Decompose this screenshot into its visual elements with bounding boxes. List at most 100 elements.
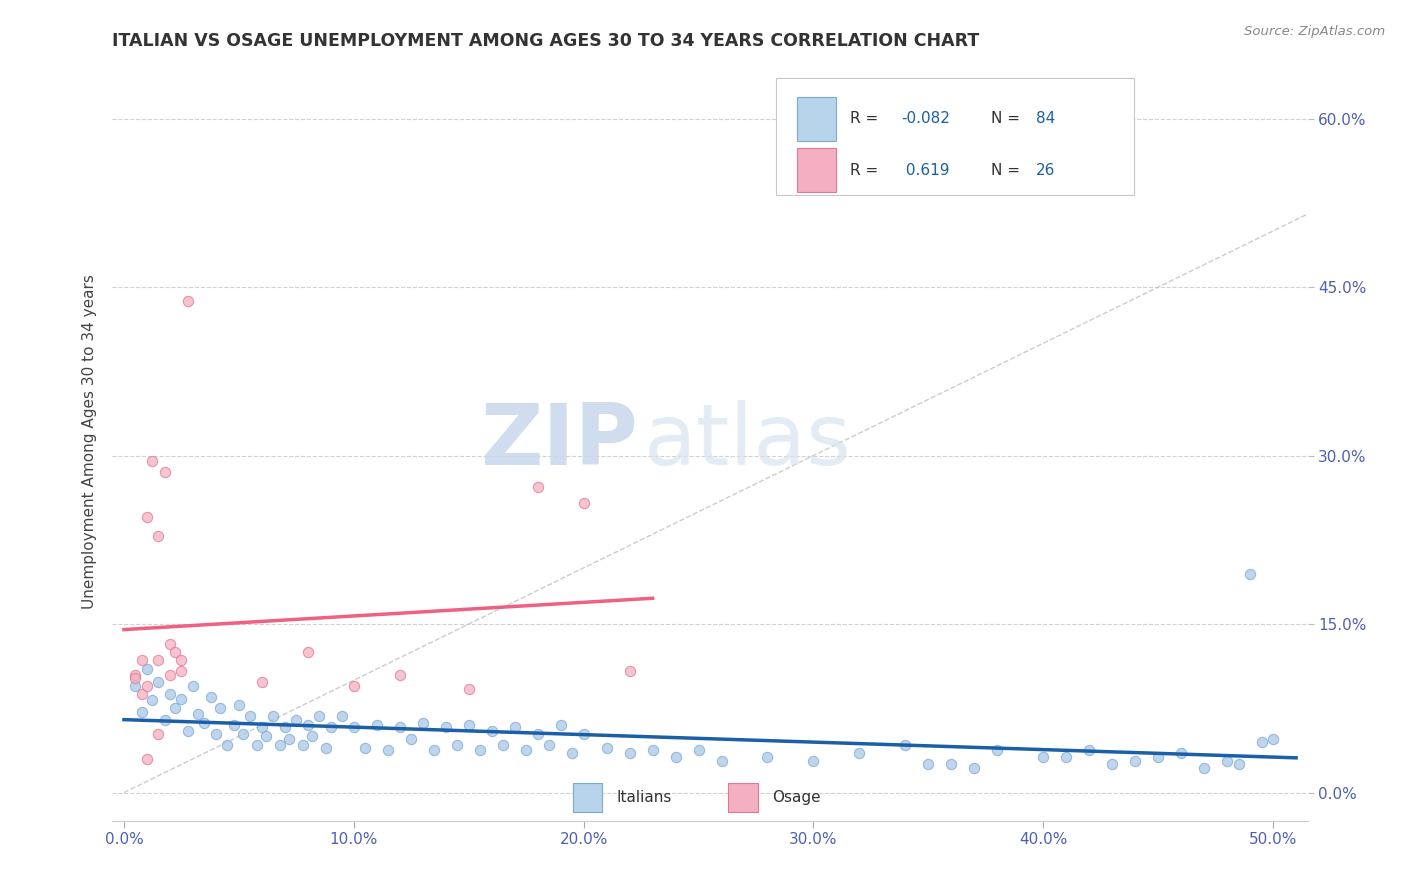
Point [756,749,779,764]
Point [388,667,411,681]
FancyBboxPatch shape [797,148,835,192]
Point [250,720,273,734]
Point [412,715,434,730]
Point [141,693,163,707]
Point [297,645,319,659]
Point [269,739,291,753]
Point [124,667,146,681]
Point [688,743,710,757]
Point [470,743,492,757]
Text: R =: R = [849,162,883,178]
Point [963,761,986,775]
Point [209,701,232,715]
Point [217,739,239,753]
Point [434,720,457,734]
Point [1192,761,1215,775]
Point [124,671,146,685]
Point [1170,746,1192,760]
Point [710,754,733,768]
Point [595,740,617,755]
Text: 0.619: 0.619 [901,162,949,178]
Point [159,667,181,681]
Text: Osage: Osage [772,789,821,805]
Text: 26: 26 [1036,162,1056,178]
Point [572,727,595,741]
Point [492,739,515,753]
Point [1054,749,1077,764]
FancyBboxPatch shape [776,78,1135,195]
Point [193,715,215,730]
Point [366,718,388,732]
Point [224,718,246,732]
Point [228,698,250,712]
Point [274,720,297,734]
Text: Italians: Italians [617,789,672,805]
Point [136,662,159,676]
Point [136,679,159,693]
Point [131,705,153,719]
Point [803,754,825,768]
Point [1250,735,1272,749]
Text: N =: N = [991,111,1025,126]
Point [148,675,170,690]
Point [1216,754,1239,768]
Point [262,709,284,723]
Point [1239,566,1261,581]
Point [136,752,159,766]
Point [330,709,353,723]
Point [354,740,377,755]
Point [550,718,572,732]
Point [155,713,177,727]
Point [292,739,315,753]
Point [664,749,686,764]
Point [177,293,200,308]
Point [377,743,399,757]
Point [278,731,301,746]
Point [1032,749,1054,764]
Point [457,718,479,732]
Text: 84: 84 [1036,111,1056,126]
Point [388,720,411,734]
Point [917,757,939,772]
Text: N =: N = [991,162,1025,178]
Point [159,637,181,651]
Point [200,690,222,704]
Point [131,687,153,701]
Point [246,739,269,753]
Text: atlas: atlas [644,400,852,483]
Point [186,706,208,721]
Point [148,529,170,543]
Text: -0.082: -0.082 [901,111,950,126]
Point [315,740,337,755]
Point [170,653,193,667]
Point [619,665,641,679]
Text: Source: ZipAtlas.com: Source: ZipAtlas.com [1244,25,1385,38]
Point [285,713,308,727]
Point [177,723,200,738]
Point [457,682,479,697]
Point [1078,743,1101,757]
Point [181,679,204,693]
Y-axis label: Unemployment Among Ages 30 to 34 years: Unemployment Among Ages 30 to 34 years [82,274,97,609]
Point [155,466,177,480]
Point [319,720,342,734]
Point [526,480,548,494]
FancyBboxPatch shape [797,96,835,141]
Point [446,739,468,753]
Point [894,739,917,753]
Point [538,739,561,753]
Point [343,720,366,734]
Point [232,727,254,741]
Text: ZIP: ZIP [481,400,638,483]
Point [170,692,193,706]
Point [526,727,548,741]
FancyBboxPatch shape [572,783,603,812]
Point [1123,754,1146,768]
Text: ITALIAN VS OSAGE UNEMPLOYMENT AMONG AGES 30 TO 34 YEARS CORRELATION CHART: ITALIAN VS OSAGE UNEMPLOYMENT AMONG AGES… [112,32,980,50]
Point [148,653,170,667]
Point [170,665,193,679]
Point [159,687,181,701]
Point [148,727,170,741]
Point [941,757,963,772]
Point [481,723,503,738]
